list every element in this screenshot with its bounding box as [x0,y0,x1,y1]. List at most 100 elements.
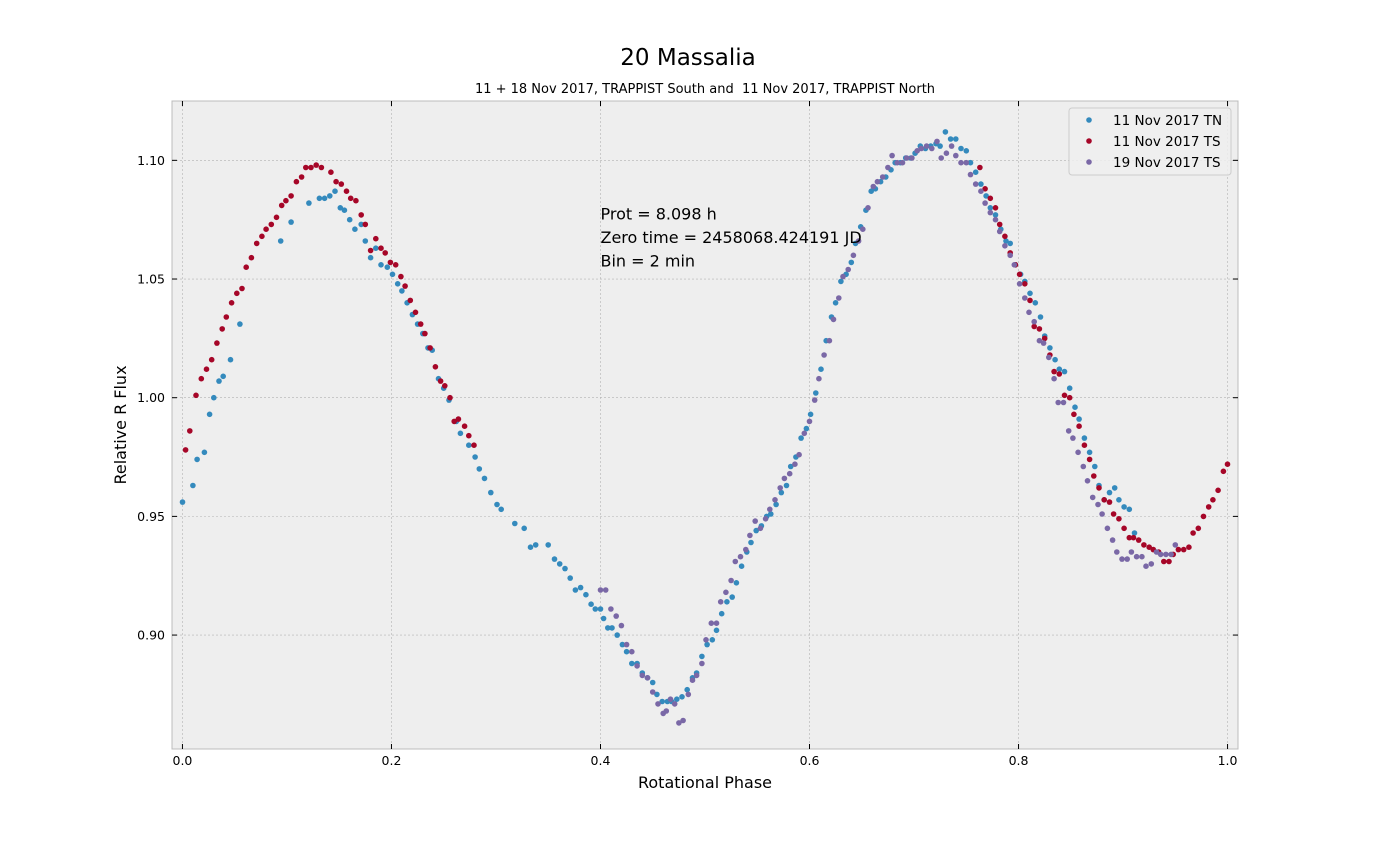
data-point [442,383,448,389]
data-point [472,454,478,460]
data-point [466,442,472,449]
data-point [934,138,940,145]
data-point [674,696,680,702]
series-0 [179,129,1138,705]
data-point [1141,542,1147,548]
data-point [1036,337,1043,344]
data-point [855,238,862,244]
x-tick-label: 1.0 [1218,753,1238,768]
data-point [203,366,210,373]
data-point [1002,233,1008,240]
data-point [894,159,901,166]
data-point [865,205,871,211]
y-tick-label: 1.00 [137,390,165,405]
data-point [963,148,970,154]
data-point [447,394,453,401]
data-point [259,233,265,240]
data-point [318,164,325,171]
data-point [629,660,635,667]
data-point [614,632,620,638]
data-point [1143,563,1149,569]
data-point [953,152,959,159]
y-tick-label: 1.10 [137,153,165,168]
data-point [1139,553,1145,560]
data-point [1166,558,1172,565]
data-point [346,216,353,223]
data-point [747,532,753,539]
data-point [288,219,294,225]
y-axis-label: Relative R Flux [111,365,130,484]
data-point [1121,525,1127,532]
data-point [1116,497,1122,503]
data-point [378,262,384,268]
data-point [1172,542,1179,548]
data-point [298,174,305,180]
data-point [718,610,725,617]
data-point [228,300,235,306]
data-point [992,216,999,223]
data-point [781,475,788,482]
data-point [303,164,309,171]
data-point [1007,252,1013,259]
y-tick-label: 0.95 [137,509,165,524]
data-point [532,542,539,548]
data-point [992,205,999,211]
data-point [313,162,320,168]
data-point [982,186,988,192]
data-point [609,625,615,631]
data-point [879,174,886,180]
data-point [461,423,468,430]
data-point [527,544,534,550]
data-point [836,295,842,301]
data-point [987,205,994,211]
data-point [1002,243,1008,249]
data-point [572,587,579,593]
data-point [654,691,660,698]
data-point [929,145,935,152]
data-point [1041,335,1048,342]
data-point [796,451,802,458]
x-tick-label: 0.2 [382,753,402,768]
data-point [1065,428,1072,434]
data-point [1180,546,1187,553]
data-point [629,648,635,655]
data-point [1081,435,1088,441]
data-point [987,209,994,216]
data-point [455,416,462,422]
data-point [556,561,563,567]
data-point [1086,456,1093,463]
data-point [1190,530,1196,536]
data-point [1091,473,1097,479]
data-point [868,188,874,194]
data-point [457,430,464,437]
data-point [818,366,824,373]
data-point [481,475,488,482]
data-point [347,195,354,202]
data-point [1126,506,1133,513]
data-point [417,321,424,327]
data-point [732,558,739,565]
data-point [362,221,369,228]
data-point [1061,392,1068,399]
data-point [948,143,955,149]
data-point [1200,513,1207,520]
data-point [1210,497,1216,503]
data-point [937,143,943,149]
data-point [1220,468,1227,475]
x-tick-label: 0.6 [800,753,820,768]
data-point [671,701,678,707]
data-point [729,594,735,600]
data-point [938,155,944,161]
data-point [427,345,433,351]
data-point [1003,238,1009,244]
data-point [214,340,220,346]
data-point [982,200,988,206]
data-point [1163,551,1169,558]
data-point [649,689,656,695]
data-point [699,653,705,660]
data-point [337,205,344,211]
data-point [1135,537,1142,543]
data-point [757,525,764,532]
data-point [277,238,284,244]
